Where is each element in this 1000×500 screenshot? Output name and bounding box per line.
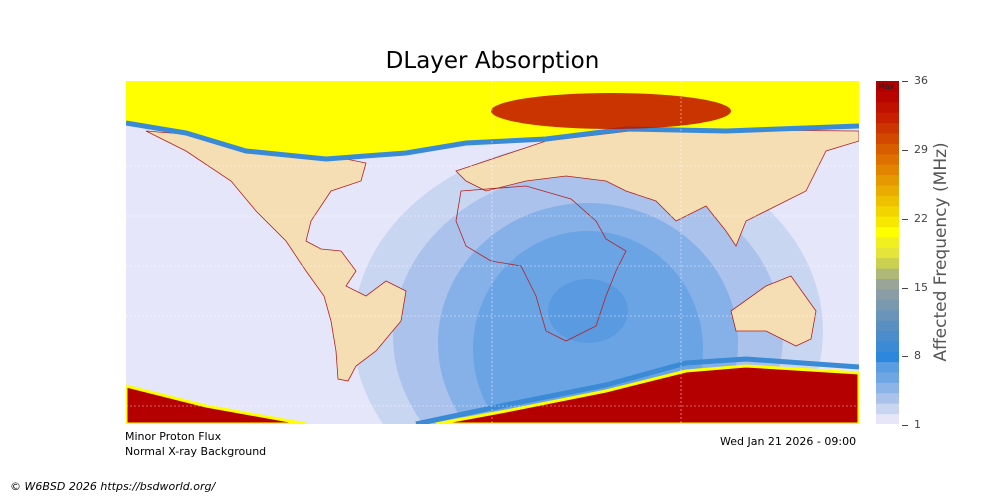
colorbar-band <box>876 216 899 228</box>
colorbar-band <box>876 164 899 176</box>
colorbar-band <box>876 361 899 373</box>
timestamp: Wed Jan 21 2026 - 09:00 <box>720 435 857 448</box>
polar-north-edge <box>126 120 859 162</box>
colorbar-band <box>876 351 899 363</box>
polar-south-region <box>435 364 859 424</box>
colorbar-tick: 15 <box>902 281 928 294</box>
colorbar-band <box>876 413 899 424</box>
colorbar-band <box>876 340 899 352</box>
north-absorption-peak <box>491 93 731 129</box>
colorbar-band <box>876 205 899 217</box>
colorbar-band <box>876 392 899 404</box>
grid-lines <box>126 81 859 424</box>
colorbar-label: Affected Frequency (MHz) <box>931 142 951 362</box>
colorbar-band <box>876 226 899 238</box>
xray-status: Normal X-ray Background <box>125 445 267 458</box>
colorbar-band <box>876 268 899 279</box>
colorbar-band <box>876 195 899 207</box>
land-north-america <box>145 130 407 382</box>
colorbar-tick: 8 <box>902 349 921 362</box>
contour-5 <box>548 279 628 343</box>
colorbar-band <box>876 122 899 134</box>
colorbar <box>876 81 899 424</box>
polar-south-edge <box>415 356 859 424</box>
colorbar-band <box>876 174 899 186</box>
colorbar-band <box>876 247 899 259</box>
colorbar-band <box>876 236 899 248</box>
colorbar-band <box>876 91 899 103</box>
colorbar-band <box>876 330 899 342</box>
colorbar-tick: 1 <box>902 418 921 431</box>
colorbar-band <box>876 184 899 196</box>
colorbar-band <box>876 143 899 155</box>
proton-flux-status: Minor Proton Flux <box>125 430 222 443</box>
colorbar-band <box>876 257 899 269</box>
colorbar-band <box>876 299 899 311</box>
colorbar-band <box>876 153 899 165</box>
colorbar-band <box>876 101 899 113</box>
colorbar-tick: 22 <box>902 212 928 225</box>
colorbar-band <box>876 382 899 394</box>
land-africa <box>455 185 627 342</box>
colorbar-band <box>876 403 899 415</box>
colorbar-max-label: Max <box>878 82 895 91</box>
colorbar-band <box>876 320 899 331</box>
copyright: © W6BSD 2026 https://bsdworld.org/ <box>10 480 216 493</box>
land-eurasia <box>455 128 859 247</box>
colorbar-band <box>876 309 899 321</box>
colorbar-band <box>876 112 899 124</box>
colorbar-band <box>876 81 899 92</box>
colorbar-band <box>876 372 899 383</box>
polar-southwest-region <box>126 384 307 424</box>
colorbar-tick: 29 <box>902 143 928 156</box>
chart-title: DLayer Absorption <box>385 48 600 74</box>
colorbar-band <box>876 288 899 300</box>
absorption-map <box>126 81 859 424</box>
colorbar-tick: 36 <box>902 74 928 87</box>
land-australia <box>730 275 817 347</box>
colorbar-band <box>876 278 899 290</box>
colorbar-band <box>876 132 899 144</box>
